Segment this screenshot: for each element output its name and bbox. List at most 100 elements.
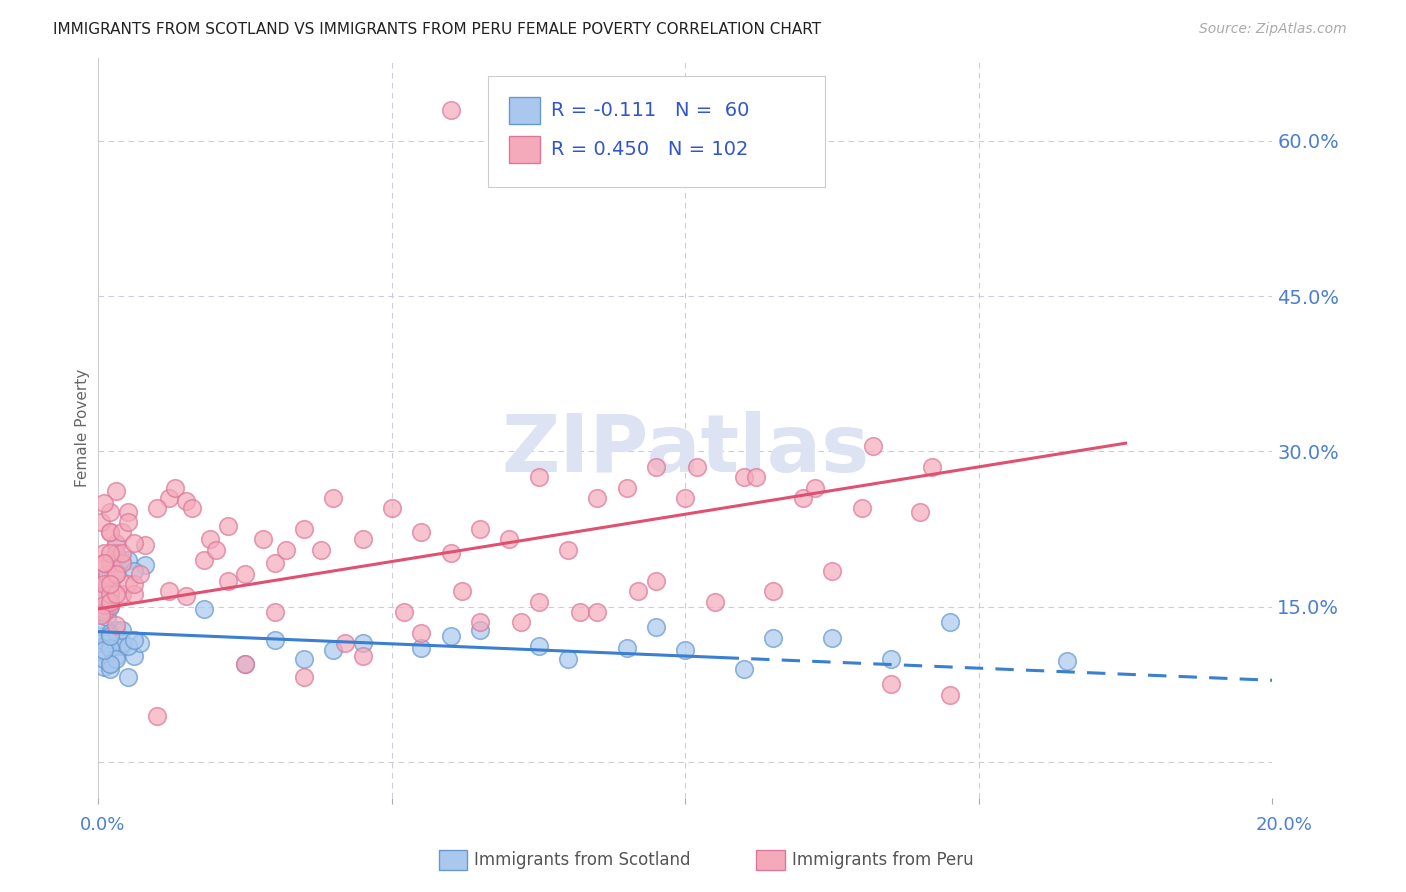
Point xyxy=(93,646,115,660)
Point xyxy=(117,639,139,653)
Text: Immigrants from Peru: Immigrants from Peru xyxy=(792,851,973,869)
Point xyxy=(938,615,960,630)
Point xyxy=(675,643,697,657)
Point xyxy=(105,564,128,578)
Point xyxy=(90,608,112,623)
Point xyxy=(93,598,115,612)
Point xyxy=(263,605,285,619)
Point xyxy=(703,594,725,608)
Point xyxy=(98,504,121,518)
Point xyxy=(98,629,121,643)
Point xyxy=(176,494,198,508)
Point xyxy=(468,522,491,536)
Point xyxy=(645,620,668,634)
Point xyxy=(111,587,134,601)
Point xyxy=(122,649,145,664)
Point xyxy=(821,631,844,645)
Point xyxy=(1056,654,1078,668)
Point xyxy=(90,590,112,604)
Point xyxy=(111,623,134,637)
Point xyxy=(880,651,903,665)
Point xyxy=(93,577,115,591)
Point xyxy=(910,504,932,518)
Point xyxy=(157,491,180,505)
Point xyxy=(198,533,221,547)
Point xyxy=(90,629,112,643)
Point xyxy=(411,525,433,540)
Point xyxy=(181,501,204,516)
Point xyxy=(111,546,134,560)
Point xyxy=(675,491,697,505)
Point xyxy=(93,605,115,619)
Point xyxy=(96,566,118,581)
Point xyxy=(93,660,115,674)
Point xyxy=(233,566,256,581)
Point xyxy=(439,629,461,643)
Point xyxy=(252,533,274,547)
Point xyxy=(90,632,112,647)
Point xyxy=(105,483,128,498)
Point xyxy=(93,556,115,570)
Text: ZIPatlas: ZIPatlas xyxy=(502,411,869,490)
Point xyxy=(98,587,121,601)
Point xyxy=(105,535,128,549)
Point xyxy=(645,460,668,475)
Point xyxy=(98,546,121,560)
Text: 0.0%: 0.0% xyxy=(80,816,125,834)
Text: R = 0.450   N = 102: R = 0.450 N = 102 xyxy=(551,140,748,160)
Point xyxy=(117,515,139,529)
Point xyxy=(90,590,112,604)
Point xyxy=(411,641,433,656)
Point xyxy=(93,546,115,560)
Point xyxy=(176,590,198,604)
Point xyxy=(333,636,356,650)
Point xyxy=(98,556,121,570)
Point xyxy=(193,553,215,567)
Point xyxy=(105,538,128,552)
Point xyxy=(111,556,134,570)
Point xyxy=(105,618,128,632)
Point xyxy=(880,677,903,691)
Point xyxy=(157,584,180,599)
Point xyxy=(105,566,128,581)
Point xyxy=(381,501,404,516)
Point xyxy=(292,522,315,536)
Point xyxy=(93,643,115,657)
Point xyxy=(163,481,186,495)
Point xyxy=(96,577,118,591)
Point xyxy=(105,548,128,562)
Point xyxy=(146,501,169,516)
Point xyxy=(117,670,139,684)
Point xyxy=(111,639,134,653)
Point xyxy=(686,460,709,475)
Point xyxy=(745,470,768,484)
Point xyxy=(411,625,433,640)
Point xyxy=(292,670,315,684)
Point xyxy=(122,564,145,578)
Point xyxy=(117,577,139,591)
Point xyxy=(105,546,128,560)
Point xyxy=(352,533,374,547)
Point xyxy=(105,649,128,664)
Point xyxy=(862,439,884,453)
Point xyxy=(352,649,374,664)
Point xyxy=(105,623,128,637)
Text: R = -0.111   N =  60: R = -0.111 N = 60 xyxy=(551,101,749,120)
Point xyxy=(134,558,156,573)
Point xyxy=(921,460,943,475)
Point xyxy=(134,538,156,552)
Point xyxy=(352,636,374,650)
Point xyxy=(568,605,591,619)
Point xyxy=(90,515,112,529)
Point xyxy=(146,708,169,723)
Point xyxy=(117,504,139,518)
Point xyxy=(98,657,121,671)
Point xyxy=(98,657,121,671)
Point xyxy=(616,641,638,656)
Point xyxy=(96,636,118,650)
Point xyxy=(938,688,960,702)
Point xyxy=(851,501,873,516)
Point xyxy=(98,525,121,540)
Point xyxy=(733,470,755,484)
Point xyxy=(762,631,785,645)
